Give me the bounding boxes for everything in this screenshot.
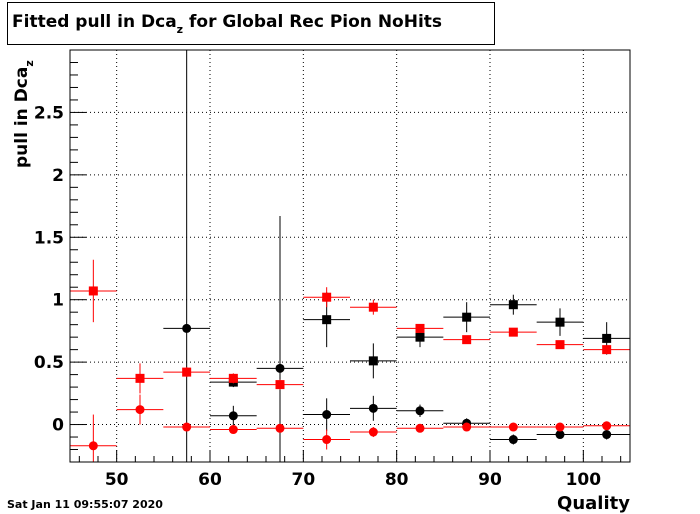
x-tick-label: 90 bbox=[478, 470, 502, 490]
data-point bbox=[322, 315, 332, 325]
title-subscript: z bbox=[176, 23, 184, 36]
data-point bbox=[322, 435, 332, 445]
x-tick-label: 80 bbox=[385, 470, 409, 490]
data-point bbox=[415, 406, 425, 416]
grid bbox=[70, 50, 630, 462]
y-tick-label: 1 bbox=[52, 291, 64, 311]
data-point bbox=[88, 286, 98, 296]
data-layer bbox=[70, 50, 630, 462]
y-tick-label: 0 bbox=[52, 416, 64, 436]
axes: 50 60 70 80 90 100 0 0.5 1 1.5 2 2.5 bbox=[34, 61, 622, 490]
data-point bbox=[322, 292, 332, 302]
data-point bbox=[415, 332, 425, 342]
x-tick-label: 50 bbox=[105, 470, 129, 490]
data-point bbox=[602, 421, 612, 431]
data-point bbox=[602, 345, 612, 355]
data-point bbox=[555, 422, 565, 432]
x-tick-label: 60 bbox=[198, 470, 222, 490]
title-box: Fitted pull in Dcaz for Global Rec Pion … bbox=[7, 2, 495, 45]
data-point bbox=[508, 327, 518, 337]
data-point bbox=[368, 427, 378, 437]
data-point bbox=[135, 405, 145, 415]
x-tick-label: 70 bbox=[291, 470, 315, 490]
data-point bbox=[508, 300, 518, 310]
data-point bbox=[368, 403, 378, 413]
y-tick-label: 2 bbox=[52, 166, 64, 186]
data-point bbox=[275, 363, 285, 373]
data-point bbox=[602, 333, 612, 343]
data-point bbox=[135, 373, 145, 383]
data-point bbox=[275, 423, 285, 433]
data-point bbox=[182, 422, 192, 432]
data-point bbox=[182, 323, 192, 333]
data-point bbox=[228, 411, 238, 421]
data-point bbox=[462, 312, 472, 322]
plot-frame bbox=[69, 49, 631, 463]
data-point bbox=[602, 430, 612, 440]
y-tick-label: 0.5 bbox=[34, 353, 64, 373]
data-point bbox=[555, 317, 565, 327]
data-point bbox=[368, 302, 378, 312]
y-tick-label: 2.5 bbox=[34, 103, 64, 123]
data-point bbox=[322, 410, 332, 420]
title-rest: for Global Rec Pion NoHits bbox=[183, 12, 443, 32]
data-point bbox=[462, 335, 472, 345]
timestamp: Sat Jan 11 09:55:07 2020 bbox=[7, 498, 163, 511]
data-point bbox=[555, 340, 565, 350]
data-point bbox=[228, 425, 238, 435]
title-main: Fitted pull in Dca bbox=[12, 12, 177, 32]
x-axis-label: Quality bbox=[557, 493, 630, 514]
x-tick-label: 100 bbox=[566, 470, 602, 490]
data-point bbox=[88, 441, 98, 451]
data-point bbox=[228, 373, 238, 383]
data-point bbox=[462, 422, 472, 432]
data-point bbox=[508, 422, 518, 432]
chart-title: Fitted pull in Dcaz for Global Rec Pion … bbox=[12, 12, 442, 36]
data-point bbox=[555, 430, 565, 440]
data-point bbox=[415, 323, 425, 333]
data-point bbox=[275, 380, 285, 390]
y-tick-label: 1.5 bbox=[34, 228, 64, 248]
data-point bbox=[415, 423, 425, 433]
data-point bbox=[182, 367, 192, 377]
data-point bbox=[508, 435, 518, 445]
data-point bbox=[368, 356, 378, 366]
